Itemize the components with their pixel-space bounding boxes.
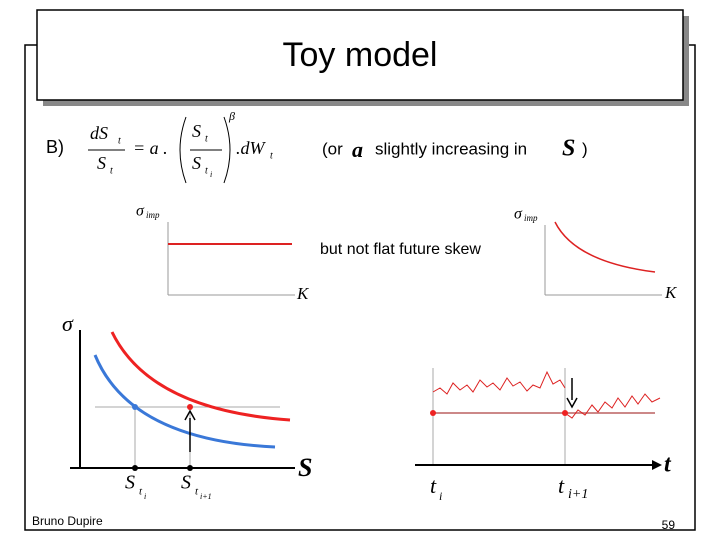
formula-part: S (97, 153, 106, 173)
formula-part: .dW (236, 138, 267, 158)
axis-label: imp (524, 213, 538, 223)
axis-label: σ (514, 206, 523, 223)
axis-label: imp (146, 210, 160, 220)
tick-label: t (195, 486, 199, 498)
tick-label: i (144, 492, 146, 501)
formula-part: dS (90, 123, 108, 143)
note-text: (or (322, 139, 343, 158)
axis-label: K (296, 284, 310, 303)
axis-label: S (298, 453, 312, 482)
paren (179, 116, 187, 184)
footer-author: Bruno Dupire (32, 514, 103, 528)
title-box (36, 9, 684, 101)
dot (187, 465, 193, 471)
dot (562, 410, 568, 416)
axis-label: σ (136, 203, 145, 220)
formula-part: S (192, 153, 201, 173)
dot (132, 404, 138, 410)
right-small-chart: σ imp K (514, 206, 678, 302)
axis-label: σ (62, 311, 74, 336)
arrow-head (566, 397, 578, 409)
left-small-chart: σ imp K (136, 203, 310, 303)
formula-part: t (205, 133, 208, 144)
tick-label: i+1 (568, 487, 588, 502)
tick-label: i (439, 489, 442, 503)
axis-label: K (664, 283, 678, 302)
tick-label: i+1 (200, 492, 212, 501)
tick-label: t (430, 473, 437, 498)
paren (223, 116, 231, 184)
decreasing-skew (554, 221, 656, 273)
formula-part: β (228, 109, 235, 123)
note-symbol: a (352, 137, 363, 162)
note-text: ) (582, 139, 588, 158)
dot (187, 404, 193, 410)
blue-curve (93, 354, 276, 449)
note: (or a slightly increasing in S ) (322, 136, 588, 163)
right-big-chart: t t i t i+1 (415, 368, 672, 503)
formula-part: = a . (133, 138, 168, 158)
tick-label: t (558, 473, 565, 498)
note-symbol: S (562, 136, 575, 162)
formula-part: t (118, 135, 121, 146)
tick-label: S (181, 472, 191, 494)
note-text: slightly increasing in (375, 139, 527, 158)
slide-frame (24, 44, 696, 531)
formula: B) dS t S t = a . S t S t i β .dW t (46, 109, 273, 184)
path (564, 393, 661, 419)
formula-part: i (210, 170, 212, 179)
red-curve (110, 331, 291, 422)
left-big-chart: σ S S t i S t i+1 (62, 311, 312, 501)
formula-part: t (205, 165, 208, 176)
formula-part: S (192, 121, 201, 141)
title: Toy model (283, 36, 438, 74)
page-number: 59 (662, 518, 676, 532)
formula-label: B) (46, 137, 64, 157)
path (432, 370, 566, 395)
formula-part: t (110, 165, 113, 176)
tick-label: S (125, 472, 135, 494)
formula-part: t (270, 150, 273, 161)
arrow-head (652, 460, 662, 470)
arrow-head (184, 409, 196, 421)
axis-label: t (664, 452, 672, 478)
skew-note: but not flat future skew (320, 241, 481, 258)
dot (132, 465, 138, 471)
tick-label: t (139, 486, 143, 498)
dot (430, 410, 436, 416)
